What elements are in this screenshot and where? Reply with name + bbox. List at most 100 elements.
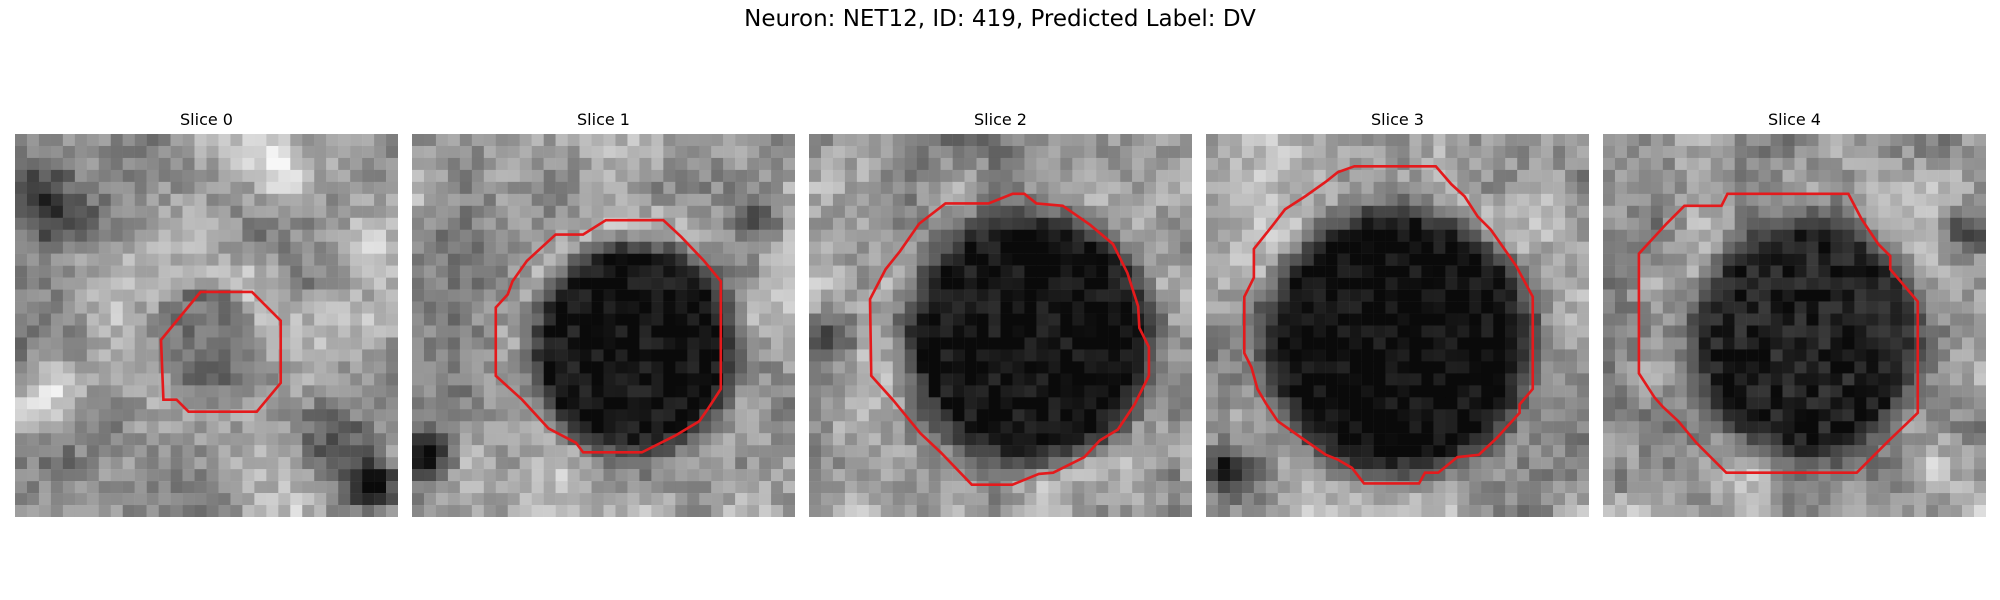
pixel [1675,182,1687,194]
pixel [412,457,424,469]
pixel [1409,134,1421,146]
pixel [1711,146,1723,158]
pixel [1517,433,1529,445]
pixel [1577,146,1589,158]
pixel [1615,397,1627,409]
pixel [1878,385,1890,397]
pixel [254,146,266,158]
pixel [881,409,893,421]
pixel [1457,266,1469,278]
slice-title-4: Slice 4 [1603,106,1986,134]
pixel [230,433,242,445]
pixel [207,158,219,170]
pixel [63,182,75,194]
pixel [857,314,869,326]
pixel [1120,469,1132,481]
pixel [266,337,278,349]
pixel [1603,326,1615,338]
pixel [254,182,266,194]
pixel [1060,493,1072,505]
pixel [893,146,905,158]
pixel [1156,278,1168,290]
pixel [424,385,436,397]
pixel [1338,230,1350,242]
pixel [1878,182,1890,194]
pixel [1699,206,1711,218]
pixel [1806,373,1818,385]
pixel [460,421,472,433]
pixel [699,218,711,230]
pixel [135,230,147,242]
pixel [1723,457,1735,469]
pixel [771,326,783,338]
pixel [1409,445,1421,457]
pixel [1374,266,1386,278]
pixel [833,445,845,457]
pixel [1830,218,1842,230]
pixel [809,302,821,314]
pixel [1218,146,1230,158]
pixel [1914,349,1926,361]
pixel [99,361,111,373]
pixel [965,242,977,254]
pixel [1168,266,1180,278]
pixel [1795,445,1807,457]
pixel [1565,505,1577,517]
pixel [1120,314,1132,326]
pixel [905,445,917,457]
pixel [424,421,436,433]
pixel [1783,194,1795,206]
pixel [386,373,398,385]
pixel [39,290,51,302]
pixel [675,218,687,230]
pixel [1326,326,1338,338]
pixel [544,266,556,278]
pixel [230,445,242,457]
pixel [544,182,556,194]
pixel [218,373,230,385]
pixel [1890,337,1902,349]
pixel [1036,134,1048,146]
pixel [893,421,905,433]
pixel [1144,433,1156,445]
pixel [436,505,448,517]
pixel [1001,242,1013,254]
pixel [1651,182,1663,194]
pixel [1012,146,1024,158]
pixel [639,254,651,266]
pixel [1386,146,1398,158]
pixel [857,302,869,314]
pixel [1711,134,1723,146]
pixel [1783,290,1795,302]
pixel [1493,409,1505,421]
pixel [1493,397,1505,409]
pixel [1278,134,1290,146]
pixel [1771,266,1783,278]
pixel [1230,349,1242,361]
pixel [568,266,580,278]
pixel [687,146,699,158]
pixel [1830,326,1842,338]
pixel [278,433,290,445]
pixel [1096,254,1108,266]
pixel [735,242,747,254]
pixel [460,134,472,146]
pixel [1627,385,1639,397]
pixel [1386,349,1398,361]
pixel [1386,314,1398,326]
pixel [1974,445,1986,457]
pixel [833,218,845,230]
pixel [147,290,159,302]
pixel [147,134,159,146]
pixel [266,457,278,469]
pixel [1962,182,1974,194]
pixel [147,182,159,194]
pixel [39,493,51,505]
pixel [1806,314,1818,326]
pixel [1230,134,1242,146]
pixel [1433,397,1445,409]
pixel [520,326,532,338]
pixel [1108,194,1120,206]
pixel [1651,242,1663,254]
pixel [1398,349,1410,361]
